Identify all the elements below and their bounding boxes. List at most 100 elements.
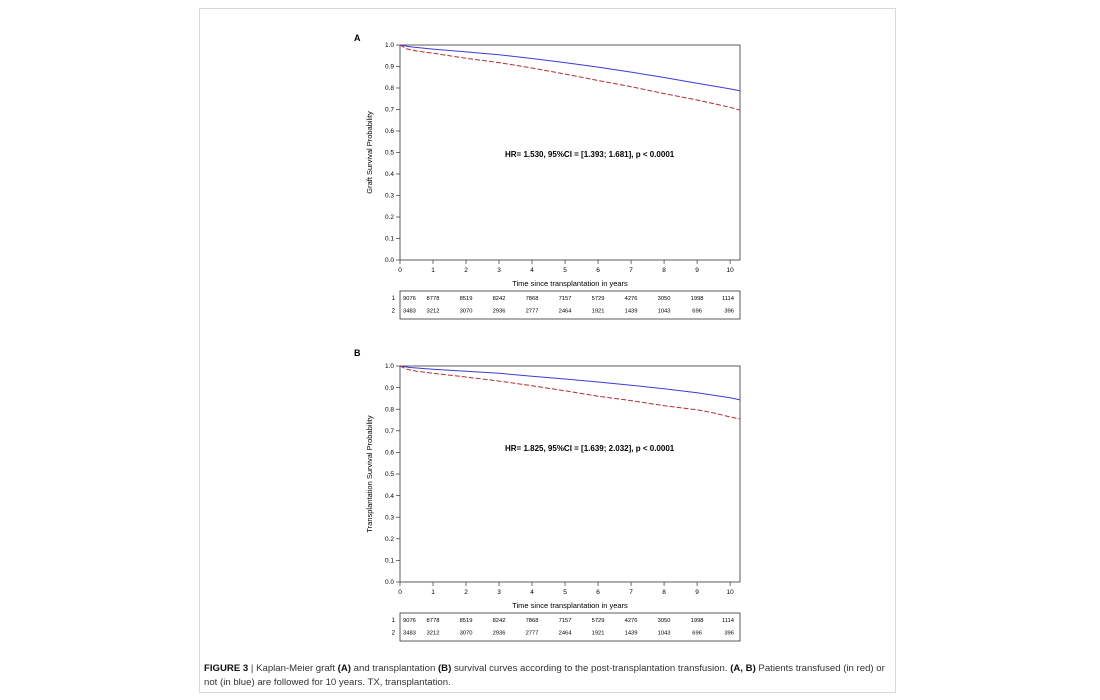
figure-frame: [199, 8, 896, 693]
x-tick-label: 6: [596, 589, 600, 596]
risk-table-cell: 2936: [493, 631, 506, 637]
hazard-ratio-annotation: HR= 1.825, 95%CI = [1.639; 2.032], p < 0…: [505, 444, 675, 453]
risk-table-cell: 1998: [691, 296, 704, 302]
risk-table-cell: 2464: [559, 309, 573, 315]
x-axis-label: Time since transplantation in years: [512, 279, 628, 288]
risk-table: [399, 290, 741, 320]
risk-table-cell: 1998: [691, 618, 704, 624]
risk-table: [399, 612, 741, 642]
series-line-red: [399, 44, 741, 111]
risk-table-cell: 8242: [493, 296, 506, 302]
risk-table-cell: 1043: [658, 631, 671, 637]
risk-table-cell: 4276: [625, 296, 638, 302]
x-tick-label: 0: [398, 267, 402, 274]
y-tick-label: 0.8: [385, 406, 394, 413]
risk-table-cell: 8778: [427, 296, 440, 302]
y-tick-label: 0.6: [385, 128, 394, 135]
caption-separator: |: [248, 663, 257, 674]
risk-table-cell: 1439: [625, 631, 638, 637]
y-tick-label: 0.7: [385, 107, 394, 114]
risk-table-cell: 696: [692, 309, 702, 315]
y-tick-label: 0.2: [385, 214, 394, 221]
x-tick-label: 8: [662, 589, 666, 596]
x-axis-label: Time since transplantation in years: [512, 601, 628, 610]
risk-table-cell: 3070: [460, 309, 473, 315]
plot-area: [399, 365, 741, 583]
series-line-red: [399, 365, 741, 420]
x-tick-label: 5: [563, 267, 567, 274]
risk-table-cell: 7868: [526, 618, 539, 624]
y-tick-label: 1.0: [385, 363, 394, 370]
risk-table-cell: 7157: [559, 618, 572, 624]
risk-table-cell: 7868: [526, 296, 539, 302]
caption-figure-label: FIGURE 3: [204, 663, 249, 674]
risk-table-cell: 1114: [722, 618, 735, 624]
risk-table-cell: 9076: [403, 296, 416, 302]
risk-table-cell: 4276: [625, 618, 638, 624]
y-tick-label: 1.0: [385, 42, 394, 49]
x-tick-label: 8: [662, 267, 666, 274]
risk-table-cell: 2777: [526, 631, 539, 637]
risk-table-cell: 3212: [427, 309, 440, 315]
risk-table-cell: 1921: [592, 631, 605, 637]
risk-table-cell: 2777: [526, 309, 539, 315]
x-tick-label: 0: [398, 589, 402, 596]
risk-row-label: 2: [392, 631, 396, 637]
risk-table-cell: 8519: [460, 296, 473, 302]
caption-bold-a: (A): [337, 663, 351, 674]
x-tick-label: 1: [431, 267, 435, 274]
caption-text-1: Kaplan-Meier graft: [256, 663, 338, 674]
risk-table-cell: 3050: [658, 296, 671, 302]
x-tick-label: 9: [695, 589, 699, 596]
risk-table-cell: 1921: [592, 309, 605, 315]
risk-table-cell: 1114: [722, 296, 735, 302]
y-tick-label: 0.1: [385, 558, 394, 565]
risk-table-cell: 9076: [403, 618, 416, 624]
x-tick-label: 4: [530, 267, 534, 274]
x-tick-label: 3: [497, 267, 501, 274]
x-tick-label: 4: [530, 589, 534, 596]
y-tick-label: 0.3: [385, 514, 394, 521]
x-tick-label: 10: [726, 267, 734, 274]
figure-caption: FIGURE 3 | Kaplan-Meier graft (A) and tr…: [204, 662, 890, 690]
risk-table-cell: 8519: [460, 618, 473, 624]
caption-text-4: Patients transfused (in red) or not (in …: [204, 663, 885, 688]
caption-text-3: survival curves according to the post-tr…: [451, 663, 731, 674]
y-tick-label: 0.2: [385, 536, 394, 543]
y-tick-label: 0.5: [385, 471, 394, 478]
x-tick-label: 5: [563, 589, 567, 596]
y-tick-label: 0.1: [385, 236, 394, 243]
risk-table-cell: 3483: [403, 631, 416, 637]
risk-table-cell: 3050: [658, 618, 671, 624]
y-tick-label: 0.6: [385, 450, 394, 457]
risk-table-cell: 2936: [493, 309, 506, 315]
series-line-blue: [399, 44, 741, 92]
risk-table-cell: 696: [692, 631, 702, 637]
risk-table-cell: 3483: [403, 309, 416, 315]
risk-row-label: 1: [392, 618, 396, 624]
panel-label: B: [354, 348, 361, 358]
risk-table-cell: 3070: [460, 631, 473, 637]
y-tick-label: 0.7: [385, 428, 394, 435]
x-tick-label: 7: [629, 589, 633, 596]
y-tick-label: 0.3: [385, 193, 394, 200]
y-axis-label: Transplantation Survival Probability: [365, 415, 374, 533]
x-tick-label: 6: [596, 267, 600, 274]
y-tick-label: 0.4: [385, 171, 394, 178]
x-tick-label: 9: [695, 267, 699, 274]
caption-bold-b: (B): [437, 663, 452, 674]
y-tick-label: 0.4: [385, 493, 394, 500]
risk-table-cell: 5729: [592, 296, 605, 302]
risk-table-cell: 8778: [427, 618, 440, 624]
series-line-blue: [399, 365, 741, 401]
y-tick-label: 0.8: [385, 85, 394, 92]
risk-table-cell: 1439: [625, 309, 638, 315]
panel-label: A: [354, 33, 361, 43]
risk-table-cell: 396: [724, 309, 734, 315]
y-axis-label: Graft Survival Probability: [365, 111, 374, 194]
risk-row-label: 1: [392, 296, 396, 302]
x-tick-label: 1: [431, 589, 435, 596]
y-tick-label: 0.9: [385, 64, 394, 71]
risk-table-cell: 8242: [493, 618, 506, 624]
